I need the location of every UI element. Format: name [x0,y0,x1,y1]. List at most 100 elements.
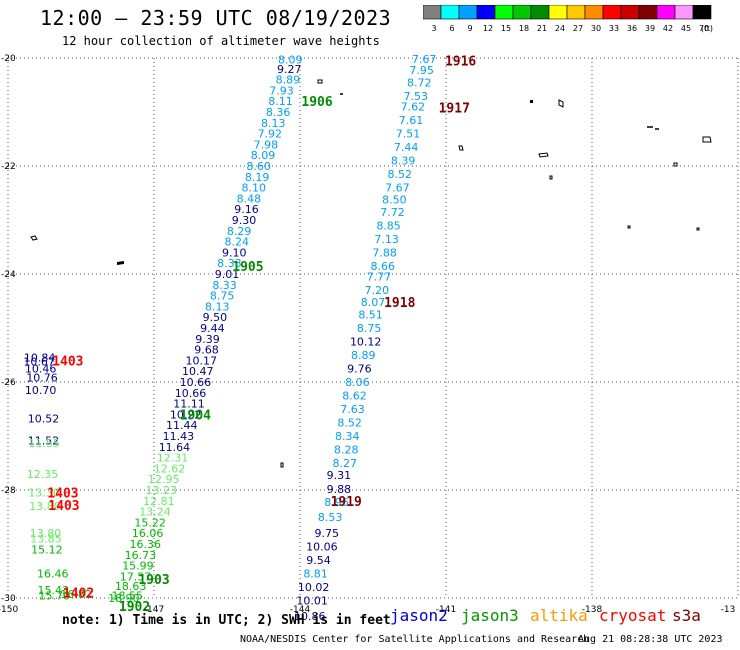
pass-time-label: 1403 [52,354,83,369]
wave-height-value: 12.95 [148,473,180,486]
wave-height-value: 13.80 [30,527,62,540]
legend-label: 42 [663,24,673,33]
lat-tick-label: -22 [1,162,16,172]
wave-height-value: 8.51 [358,309,383,322]
wave-height-value: 10.01 [296,595,328,608]
wave-height-value: 8.24 [224,236,249,249]
wave-height-value: 10.86 [294,610,326,623]
legend-label: 24 [555,24,565,33]
legend-label: 9 [467,24,472,33]
wave-height-value: 8.75 [357,322,382,335]
lon-tick-label: -141 [436,605,456,615]
wave-height-value: 9.88 [327,483,352,496]
pass-time-label: 1402 [63,587,94,602]
island [30,235,38,241]
wave-height-legend: 3 6 9 12 15 18 21 24 27 30 33 36 39 42 45 70(ft) [423,5,713,33]
wave-height-value: 7.44 [394,141,419,154]
wave-height-value: 7.72 [380,206,405,219]
island [280,462,284,468]
wave-height-value: 13.23 [146,484,178,497]
wave-height-value: 15.43 [38,584,70,597]
pass-time-labels: 1916191719061905191819191403190414031403… [47,55,476,615]
wave-height-observations: 8.099.278.897.938.118.368.137.927.988.09… [23,53,436,623]
lon-tick-label: -138 [582,605,603,615]
island [673,162,678,167]
legend-label: 36 [627,24,637,33]
wave-height-value: 8.09 [251,149,276,162]
wave-height-value: 8.34 [335,430,360,443]
wave-height-value: 8.19 [245,171,270,184]
legend-label: 30 [591,24,601,33]
wave-height-value: 17.57 [120,570,152,583]
wave-height-value: 8.48 [237,192,262,205]
wave-height-value: 8.96 [324,496,349,509]
pass-time-label: 1403 [48,499,79,514]
wave-height-value: 18.90 [108,592,140,605]
wave-height-value: 7.53 [404,90,429,103]
legend-label: 12 [483,24,493,33]
wave-height-value: 13.24 [139,506,171,519]
wave-height-value: 7.67 [412,53,437,66]
lon-tick-label: -147 [144,605,164,615]
wave-height-value: 9.54 [306,554,331,567]
wave-height-value: 13.80 [29,500,61,513]
wave-height-value: 8.52 [337,417,362,430]
legend-label: 3 [431,24,436,33]
wave-height-value: 7.67 [385,182,410,195]
wave-height-value: 8.85 [376,219,401,232]
map-subtitle: 12 hour collection of altimeter wave hei… [62,34,380,48]
legend-unit: (ft) [701,24,713,33]
wave-height-value: 8.75 [210,290,235,303]
wave-height-value: 10.76 [26,372,58,385]
wave-height-value: 18.55 [111,589,143,602]
wave-height-value: 7.77 [367,271,392,284]
lon-tick-label: -144 [290,605,311,615]
wave-height-value: 11.11 [173,398,205,411]
wave-height-value: 8.72 [407,76,432,89]
wave-height-value: 13.85 [30,533,62,546]
legend-label: 70 [699,24,709,33]
wave-height-value: 7.20 [365,284,390,297]
island [317,79,323,84]
legend-label: 6 [449,24,454,33]
lat-tick-label: -24 [1,270,16,280]
wave-height-value: 12.31 [157,452,189,465]
pass-time-label: 1917 [439,102,470,117]
island [558,99,564,108]
wave-height-value: 9.31 [327,469,352,482]
pass-time-label: 1916 [445,55,476,70]
wave-height-value: 8.33 [217,257,242,270]
grid-lines [7,57,739,599]
wave-height-value: 7.93 [269,84,294,97]
lon-tick-label: -13 [721,605,736,615]
wave-height-value: 12.35 [27,468,59,481]
wave-height-value: 16.82 [60,588,92,601]
wave-height-value: 9.27 [277,63,302,76]
island [117,261,124,265]
legend-swatch [692,5,712,20]
island [549,175,553,180]
wave-height-value: 10.17 [185,354,217,367]
lat-tick-label: -26 [1,378,16,388]
satellite-altika: altika [530,606,588,625]
wave-height-value: 10.84 [24,352,56,365]
wave-height-value: 7.62 [401,101,426,114]
wave-height-value: 10.52 [28,413,60,426]
wave-height-value: 8.07 [361,296,386,309]
wave-height-value: 8.36 [266,106,291,119]
wave-height-value: 7.13 [374,233,399,246]
wave-height-value: 8.29 [227,225,252,238]
wave-height-value: 9.68 [194,344,219,357]
wave-height-value: 9.76 [347,363,372,376]
wave-height-value: 16.36 [129,538,161,551]
legend-label: 15 [501,24,511,33]
wave-height-value: 8.89 [351,349,376,362]
legend-label: 18 [519,24,529,33]
legend-label: 45 [681,24,691,33]
wave-height-value: 8.62 [342,390,367,403]
wave-height-value: 8.50 [382,193,407,206]
pass-time-label: 1918 [384,296,415,311]
wave-height-value: 10.46 [25,363,57,376]
wave-height-value: 8.13 [205,300,230,313]
